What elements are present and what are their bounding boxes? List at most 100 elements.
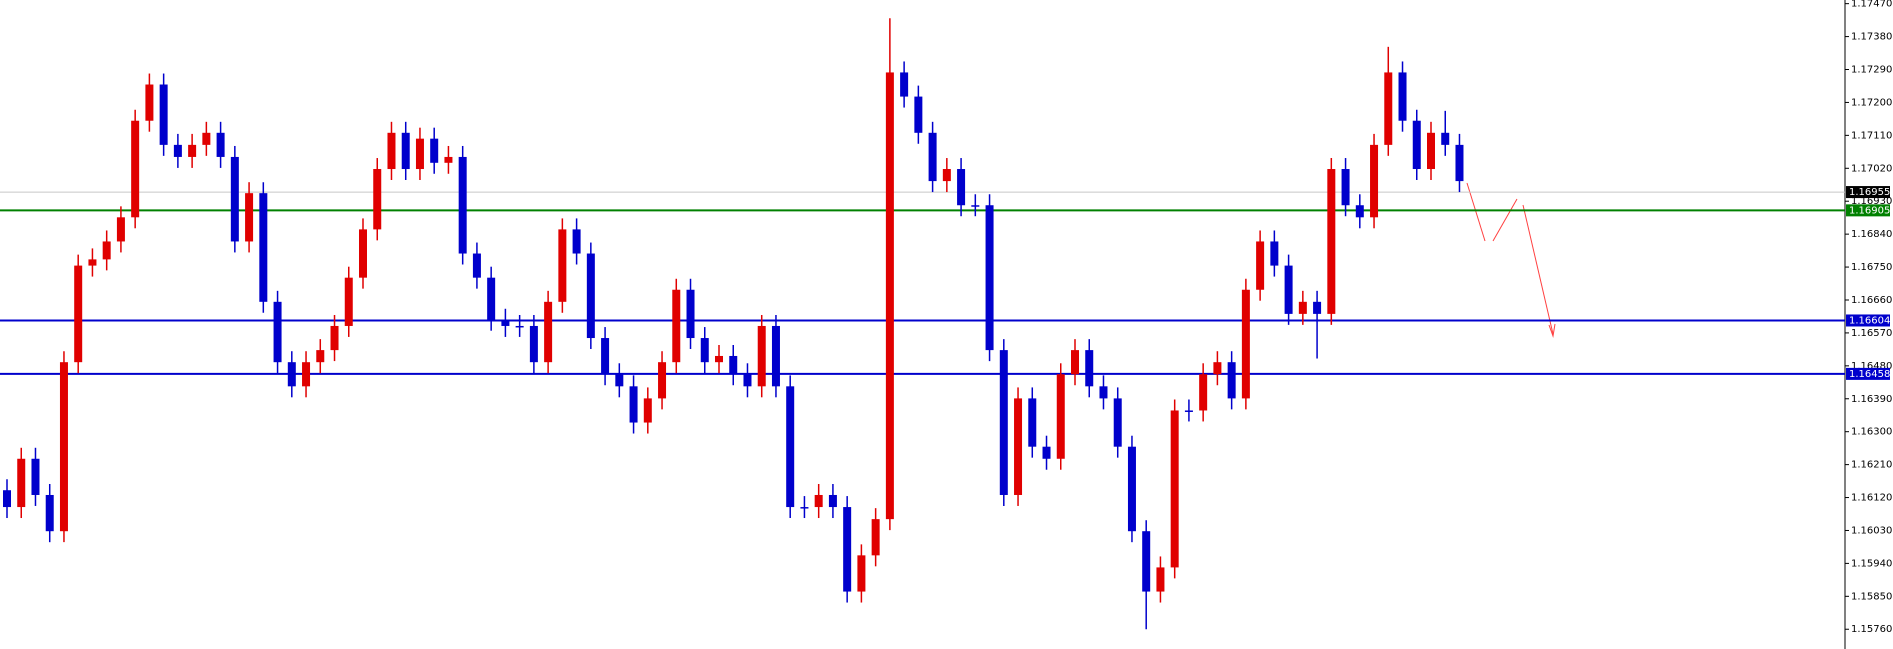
- y-tick-label: 1.15760: [1851, 624, 1892, 635]
- candle-body: [1156, 567, 1165, 592]
- candle-body: [729, 355, 738, 375]
- level-box: [1846, 186, 1890, 199]
- projection-line: [1492, 198, 1518, 242]
- candle-body: [672, 289, 681, 363]
- candle-body: [245, 193, 254, 242]
- candle-body: [159, 84, 168, 145]
- candle-body: [1398, 72, 1407, 121]
- candle-body: [529, 325, 538, 363]
- y-tick-label: 1.15850: [1851, 591, 1892, 602]
- candle-body: [287, 362, 296, 387]
- candle-body: [1256, 241, 1265, 290]
- candle-body: [1028, 398, 1037, 447]
- candle-body: [629, 386, 638, 423]
- candle-body: [786, 386, 795, 508]
- candle-body: [88, 259, 97, 266]
- candle-body: [131, 120, 140, 218]
- candle-body: [1142, 531, 1151, 592]
- candle-body: [999, 350, 1008, 495]
- projection-line: [1522, 204, 1554, 335]
- candle-body: [900, 72, 909, 97]
- candle-body: [102, 241, 111, 260]
- y-tick-label: 1.16300: [1851, 427, 1892, 438]
- candle-body: [430, 138, 439, 163]
- candle-body: [359, 229, 367, 278]
- candle-body: [715, 355, 723, 363]
- candle-body: [601, 338, 610, 375]
- candle-body: [1412, 120, 1421, 170]
- candle-body: [515, 325, 524, 328]
- y-tick-label: 1.17470: [1851, 0, 1892, 10]
- candle-body: [401, 132, 410, 170]
- candle-body: [373, 169, 382, 230]
- candle-body: [501, 319, 510, 326]
- candle-body: [1113, 398, 1122, 447]
- candle-body: [1071, 350, 1079, 375]
- candle-body: [800, 507, 809, 509]
- candle-body: [1427, 132, 1435, 170]
- candle-body: [1227, 362, 1236, 399]
- y-tick-label: 1.17020: [1851, 163, 1892, 174]
- candle-body: [3, 490, 11, 508]
- candle-body: [1056, 374, 1065, 459]
- candle-body: [472, 253, 481, 278]
- candle-body: [188, 144, 197, 157]
- candle-body: [615, 374, 624, 387]
- candle-body: [17, 458, 26, 508]
- candle-body: [302, 362, 311, 387]
- candle-body: [743, 374, 752, 387]
- candle-body: [330, 325, 339, 351]
- candle-body: [1341, 169, 1350, 206]
- candle-body: [1042, 446, 1051, 459]
- level-label: 1.16905: [1849, 205, 1890, 216]
- candle-body: [985, 205, 994, 351]
- candle-body: [173, 144, 182, 157]
- candle-body: [387, 132, 396, 170]
- y-tick-label: 1.15940: [1851, 558, 1892, 569]
- candle-body: [444, 156, 453, 163]
- y-tick-label: 1.16120: [1851, 493, 1892, 504]
- candle-body: [1284, 265, 1293, 314]
- candle-body: [857, 555, 866, 592]
- level-box: [1846, 204, 1890, 217]
- projection-arrow: [1548, 323, 1556, 338]
- candle-body: [316, 350, 325, 363]
- candle-body: [415, 138, 424, 170]
- candle-body: [1270, 241, 1279, 266]
- y-tick-label: 1.16210: [1851, 460, 1892, 471]
- level-label: 1.16955: [1849, 187, 1890, 198]
- y-tick-label: 1.17290: [1851, 65, 1892, 76]
- candle-body: [216, 132, 225, 157]
- y-tick-label: 1.17380: [1851, 32, 1892, 43]
- candle-body: [1184, 410, 1193, 412]
- candle-body: [1170, 410, 1179, 568]
- projection-line: [1466, 182, 1486, 242]
- candle-body: [643, 398, 652, 423]
- candle-body: [1085, 350, 1094, 387]
- candle-body: [686, 289, 695, 339]
- level-label: 1.16458: [1849, 369, 1890, 380]
- y-tick-label: 1.17110: [1851, 130, 1892, 141]
- candle-body: [1327, 169, 1336, 314]
- y-tick-label: 1.16030: [1851, 525, 1892, 536]
- candle-body: [74, 265, 83, 363]
- level-box: [1846, 367, 1890, 380]
- candle-body: [828, 494, 837, 508]
- candle-body: [942, 169, 951, 182]
- y-tick-label: 1.16840: [1851, 229, 1892, 240]
- candle-body: [487, 277, 496, 320]
- candle-body: [202, 132, 211, 145]
- candle-body: [1199, 374, 1208, 411]
- candle-body: [230, 156, 239, 242]
- candle-body: [1213, 362, 1222, 375]
- candle-body: [1441, 132, 1450, 145]
- candle-body: [957, 169, 966, 206]
- candle-body: [1099, 386, 1108, 399]
- level-label: 1.16604: [1849, 315, 1890, 326]
- y-tick-label: 1.16750: [1851, 262, 1892, 273]
- candle-body: [31, 458, 40, 495]
- candle-body: [771, 325, 780, 387]
